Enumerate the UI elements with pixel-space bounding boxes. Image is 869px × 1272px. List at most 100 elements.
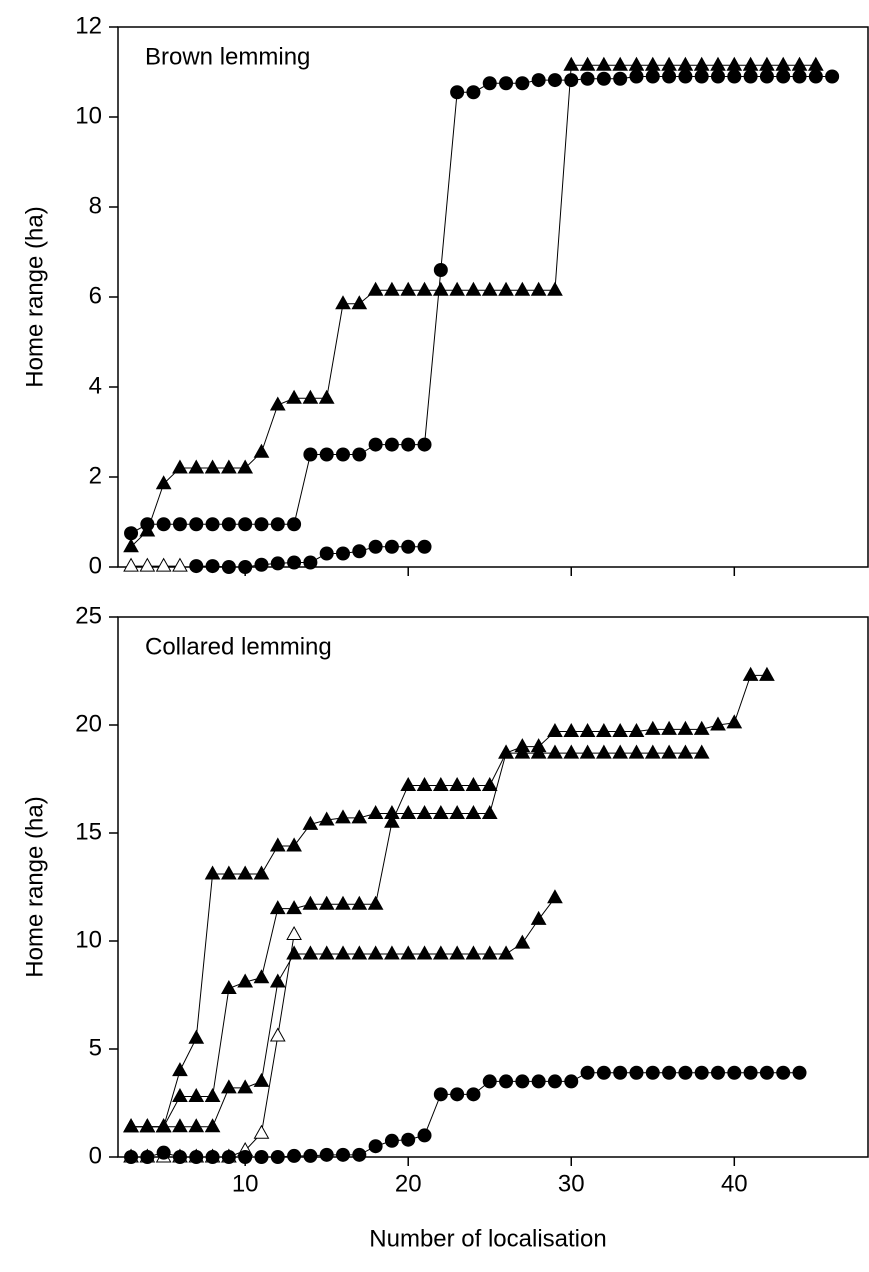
y-tick-label: 25 (75, 602, 102, 629)
point (579, 722, 596, 737)
point (401, 1132, 416, 1147)
point (303, 555, 318, 570)
point (564, 1074, 579, 1089)
point (465, 776, 482, 791)
point (596, 722, 612, 737)
point (547, 744, 563, 759)
point (172, 517, 187, 532)
point (629, 69, 644, 84)
point (416, 281, 433, 296)
point (303, 1148, 318, 1163)
point (629, 1065, 644, 1080)
point (367, 281, 384, 296)
point (302, 895, 319, 910)
point (384, 281, 400, 296)
point (204, 1118, 221, 1133)
point (530, 281, 547, 296)
point (450, 85, 465, 100)
point (449, 281, 465, 296)
panel-title: Brown lemming (145, 43, 310, 70)
point (302, 389, 319, 404)
point (579, 744, 596, 759)
point (123, 538, 139, 553)
point (612, 722, 629, 737)
point (253, 1072, 270, 1087)
point (433, 1087, 448, 1102)
panel-title: Collared lemming (145, 633, 332, 660)
point (287, 517, 302, 532)
point (123, 1118, 139, 1133)
y-axis-label: Home range (ha) (21, 796, 48, 977)
point (205, 517, 220, 532)
point (417, 539, 432, 554)
point (807, 56, 824, 71)
point (335, 809, 351, 824)
y-tick-label: 5 (89, 1034, 102, 1061)
point (693, 744, 710, 759)
point (172, 1150, 187, 1164)
point (269, 900, 286, 915)
point (644, 744, 661, 759)
point (661, 744, 677, 759)
point (400, 805, 417, 820)
point (530, 910, 547, 925)
point (319, 447, 334, 462)
point (450, 1087, 465, 1102)
point (580, 1065, 595, 1080)
point (270, 1150, 285, 1164)
point (401, 437, 416, 452)
point (254, 557, 269, 572)
x-axis-label: Number of localisation (369, 1225, 606, 1252)
point (677, 744, 694, 759)
point (547, 1074, 562, 1089)
y-tick-label: 15 (75, 818, 102, 845)
y-tick-label: 0 (89, 552, 102, 579)
point (825, 69, 840, 84)
point (156, 1145, 171, 1160)
point (384, 813, 400, 828)
point (808, 69, 823, 84)
point (498, 281, 514, 296)
plot-frame (117, 26, 869, 568)
point (792, 69, 807, 84)
point (759, 1065, 774, 1080)
point (269, 837, 286, 852)
point (514, 281, 531, 296)
point (368, 437, 383, 452)
point (531, 73, 546, 88)
point (335, 945, 351, 960)
point (694, 69, 709, 84)
point (661, 720, 677, 735)
point (400, 281, 417, 296)
point (432, 805, 449, 820)
point (237, 459, 254, 474)
point (286, 389, 302, 404)
point (204, 459, 221, 474)
point (677, 720, 694, 735)
y-tick-label: 4 (89, 372, 102, 399)
point (367, 805, 384, 820)
point (123, 557, 139, 572)
point (302, 945, 319, 960)
point (547, 722, 563, 737)
point (432, 281, 449, 296)
point (237, 973, 254, 988)
point (563, 722, 580, 737)
point (270, 517, 285, 532)
point (269, 973, 286, 988)
point (547, 889, 563, 904)
point (416, 776, 433, 791)
point (124, 1150, 139, 1164)
point (742, 56, 759, 71)
point (514, 738, 531, 753)
point (253, 443, 270, 458)
point (189, 559, 204, 574)
point (432, 776, 449, 791)
point (335, 295, 351, 310)
point (368, 1139, 383, 1154)
point (661, 56, 677, 71)
point (596, 744, 612, 759)
point (514, 934, 531, 949)
point (400, 945, 417, 960)
point (710, 716, 726, 731)
